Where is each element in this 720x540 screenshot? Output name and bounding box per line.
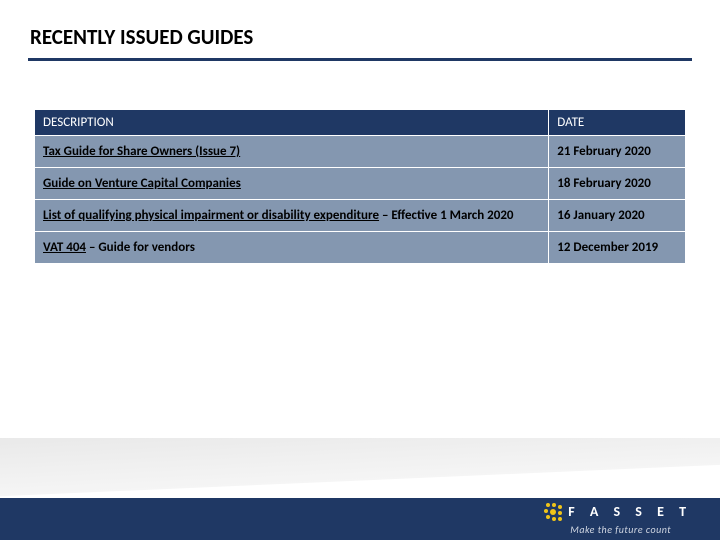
guide-link[interactable]: Tax Guide for Share Owners (Issue 7): [43, 144, 240, 159]
guide-link[interactable]: List of qualifying physical impairment o…: [43, 208, 379, 223]
guides-table: DESCRIPTION DATE Tax Guide for Share Own…: [34, 109, 686, 264]
table-header-row: DESCRIPTION DATE: [35, 110, 686, 136]
cell-description: Guide on Venture Capital Companies: [35, 168, 549, 200]
footer-diagonal-shape: [0, 438, 720, 498]
guide-suffix: – Effective 1 March 2020: [379, 208, 514, 223]
slide-title: RECENTLY ISSUED GUIDES: [0, 0, 720, 58]
table-row: Tax Guide for Share Owners (Issue 7) 21 …: [35, 136, 686, 168]
guide-link[interactable]: Guide on Venture Capital Companies: [43, 176, 241, 191]
table-row: VAT 404 – Guide for vendors 12 December …: [35, 232, 686, 264]
col-header-date: DATE: [549, 110, 686, 136]
guide-link[interactable]: VAT 404: [43, 240, 86, 255]
title-underline: [28, 58, 692, 61]
table-row: Guide on Venture Capital Companies 18 Fe…: [35, 168, 686, 200]
cell-description: Tax Guide for Share Owners (Issue 7): [35, 136, 549, 168]
cell-description: VAT 404 – Guide for vendors: [35, 232, 549, 264]
table-body: Tax Guide for Share Owners (Issue 7) 21 …: [35, 136, 686, 264]
guides-table-container: DESCRIPTION DATE Tax Guide for Share Own…: [34, 109, 686, 264]
col-header-description: DESCRIPTION: [35, 110, 549, 136]
brand-block: F A S S E T Make the future count: [544, 503, 692, 536]
cell-date: 18 February 2020: [549, 168, 686, 200]
fasset-logo-icon: [544, 503, 562, 521]
footer-bar: F A S S E T Make the future count: [0, 498, 720, 540]
cell-date: 21 February 2020: [549, 136, 686, 168]
brand-name: F A S S E T: [568, 503, 692, 520]
table-row: List of qualifying physical impairment o…: [35, 200, 686, 232]
cell-description: List of qualifying physical impairment o…: [35, 200, 549, 232]
cell-date: 12 December 2019: [549, 232, 686, 264]
brand-tagline: Make the future count: [570, 523, 671, 536]
guide-suffix: – Guide for vendors: [86, 240, 195, 255]
cell-date: 16 January 2020: [549, 200, 686, 232]
